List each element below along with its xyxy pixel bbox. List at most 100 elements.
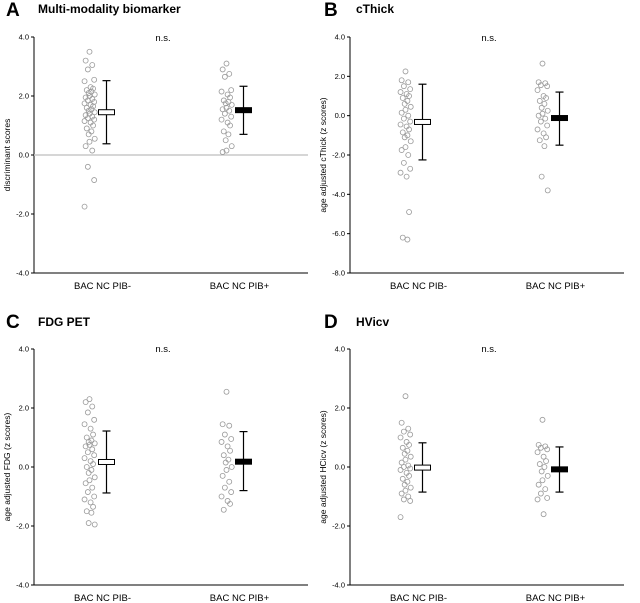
data-point <box>401 481 408 488</box>
data-point <box>89 147 96 154</box>
data-point <box>405 79 412 86</box>
data-point <box>83 125 90 132</box>
data-point <box>85 107 92 114</box>
y-axis-label: age adjusted HCicv (z scores) <box>318 410 328 524</box>
data-point <box>402 487 409 494</box>
data-point <box>82 399 89 406</box>
data-point <box>540 453 547 460</box>
data-point <box>226 422 233 429</box>
data-point <box>404 236 411 243</box>
data-point <box>398 109 405 116</box>
data-point <box>219 106 226 113</box>
mean-marker <box>98 109 115 116</box>
data-point <box>225 131 232 138</box>
data-point <box>406 441 412 448</box>
data-point <box>225 99 232 105</box>
panel-letter: D <box>324 312 338 333</box>
y-tick-label: 4.0 <box>335 33 345 42</box>
data-point <box>398 459 405 466</box>
data-point <box>407 431 414 438</box>
chart-title: HVicv <box>356 315 389 329</box>
data-point <box>407 484 414 491</box>
data-point <box>403 173 410 180</box>
data-point <box>89 62 96 68</box>
data-point <box>404 478 411 485</box>
data-point <box>535 112 542 119</box>
y-tick-label: 2.0 <box>335 404 345 413</box>
data-point <box>407 453 414 460</box>
data-point <box>227 122 233 129</box>
data-point <box>86 396 93 403</box>
data-point <box>228 101 235 108</box>
data-point <box>228 464 235 470</box>
significance-annotation: n.s. <box>481 344 496 355</box>
data-point <box>397 89 404 95</box>
mean-marker <box>414 118 431 125</box>
data-point <box>406 472 412 479</box>
data-point <box>90 503 96 510</box>
data-point <box>398 419 405 426</box>
x-category-label: BAC NC PIB+ <box>526 593 586 603</box>
data-point <box>85 90 92 96</box>
data-point <box>544 122 551 129</box>
data-point <box>406 93 412 99</box>
data-point <box>90 431 96 438</box>
data-point <box>407 103 414 110</box>
data-point <box>223 388 230 395</box>
y-tick-label: 2.0 <box>335 72 345 81</box>
y-tick-label: -2.0 <box>332 522 345 531</box>
data-point <box>91 493 98 500</box>
x-category-label: BAC NC PIB+ <box>526 281 586 292</box>
data-point <box>219 421 226 428</box>
y-tick-label: 0.0 <box>335 111 345 120</box>
y-axis-label: discriminant scores <box>2 119 12 192</box>
data-point <box>220 452 227 459</box>
data-point <box>90 461 96 467</box>
data-point <box>401 100 408 107</box>
data-point <box>224 443 231 450</box>
data-point <box>538 104 545 111</box>
data-point <box>81 78 88 85</box>
y-tick-label: -8.0 <box>332 269 345 278</box>
data-point <box>87 425 94 432</box>
data-point <box>544 472 551 479</box>
chart-panel-d: D HVicv -4.0 -2.0 0.0 2.0 4.0 age adjusted HCic… <box>318 312 624 603</box>
data-point <box>535 481 542 488</box>
data-point <box>400 464 407 470</box>
data-point <box>89 484 96 491</box>
data-point <box>397 514 404 521</box>
data-point <box>223 467 230 473</box>
data-point <box>85 131 92 138</box>
data-point <box>226 70 233 77</box>
x-category-label: BAC NC PIB- <box>74 593 131 603</box>
data-point <box>400 83 407 90</box>
data-point <box>544 83 551 90</box>
data-point <box>218 439 225 445</box>
mean-marker <box>551 466 568 473</box>
y-tick-label: 4.0 <box>335 345 345 354</box>
data-point <box>402 68 409 75</box>
data-point <box>400 496 407 503</box>
data-point <box>221 73 228 80</box>
data-point <box>404 98 411 104</box>
mean-marker <box>551 115 568 122</box>
data-point <box>405 152 412 158</box>
data-point <box>227 447 233 454</box>
data-point <box>537 118 544 125</box>
y-tick-label: 2.0 <box>19 404 29 413</box>
data-point <box>85 520 92 526</box>
x-category-label: BAC NC PIB+ <box>210 593 270 603</box>
data-point <box>536 461 543 467</box>
data-point <box>401 450 408 457</box>
data-point <box>85 439 92 445</box>
data-point <box>406 126 412 133</box>
data-point <box>228 489 235 495</box>
data-point <box>400 115 407 122</box>
chart-title: Multi-modality biomarker <box>38 2 181 16</box>
significance-annotation: n.s. <box>155 33 170 44</box>
data-point <box>534 496 541 503</box>
data-point <box>90 103 96 110</box>
y-tick-label: 4.0 <box>19 345 29 354</box>
